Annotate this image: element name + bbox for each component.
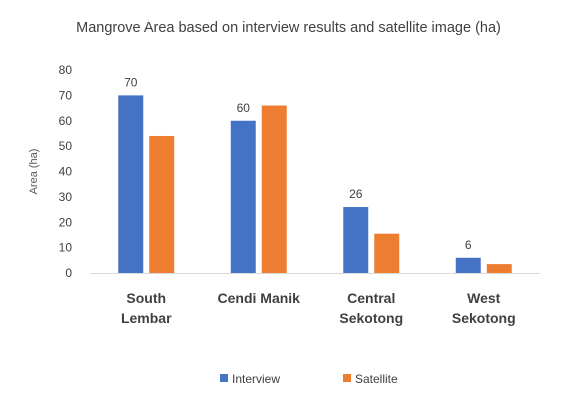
data-label: 70 [124,75,138,89]
y-tick-label: 40 [59,165,73,179]
legend-label: Satellite [355,372,398,386]
bars [118,95,512,274]
data-label: 6 [465,238,472,252]
category-label: Lembar [121,310,172,326]
bar-satellite [149,135,175,273]
data-label: 26 [349,187,363,201]
chart-title: Mangrove Area based on interview results… [76,20,501,36]
bar-interview [455,257,481,273]
bar-interview [343,207,369,273]
bar-interview [230,120,256,273]
category-label: South [126,290,166,306]
y-tick-label: 0 [65,266,72,280]
legend-swatch [220,374,228,382]
y-tick-label: 50 [59,139,73,153]
y-axis-ticks: 0 10 20 30 40 50 60 70 80 [59,63,73,280]
category-label: Cendi Manik [218,290,301,306]
data-label: 60 [237,101,251,115]
y-tick-label: 70 [59,88,73,102]
category-label: Sekotong [452,310,516,326]
y-tick-label: 80 [59,63,73,77]
category-label: West [467,290,501,306]
y-tick-label: 10 [59,241,73,255]
bar-satellite [261,105,287,274]
legend-label: Interview [232,372,280,386]
legend: Interview Satellite [220,372,398,386]
category-labels: South Lembar Cendi Manik Central Sekotong Wes… [121,290,516,326]
y-axis-label: Area (ha) [28,149,40,195]
bar-satellite [374,233,400,273]
category-label: Sekotong [339,310,403,326]
legend-swatch [343,374,351,382]
bar-interview [118,95,144,273]
bar-satellite [486,264,512,273]
y-tick-label: 20 [59,215,73,229]
data-labels: 70 60 26 6 [124,75,472,251]
y-tick-label: 30 [59,190,73,204]
y-tick-label: 60 [59,114,73,128]
category-label: Central [347,290,395,306]
